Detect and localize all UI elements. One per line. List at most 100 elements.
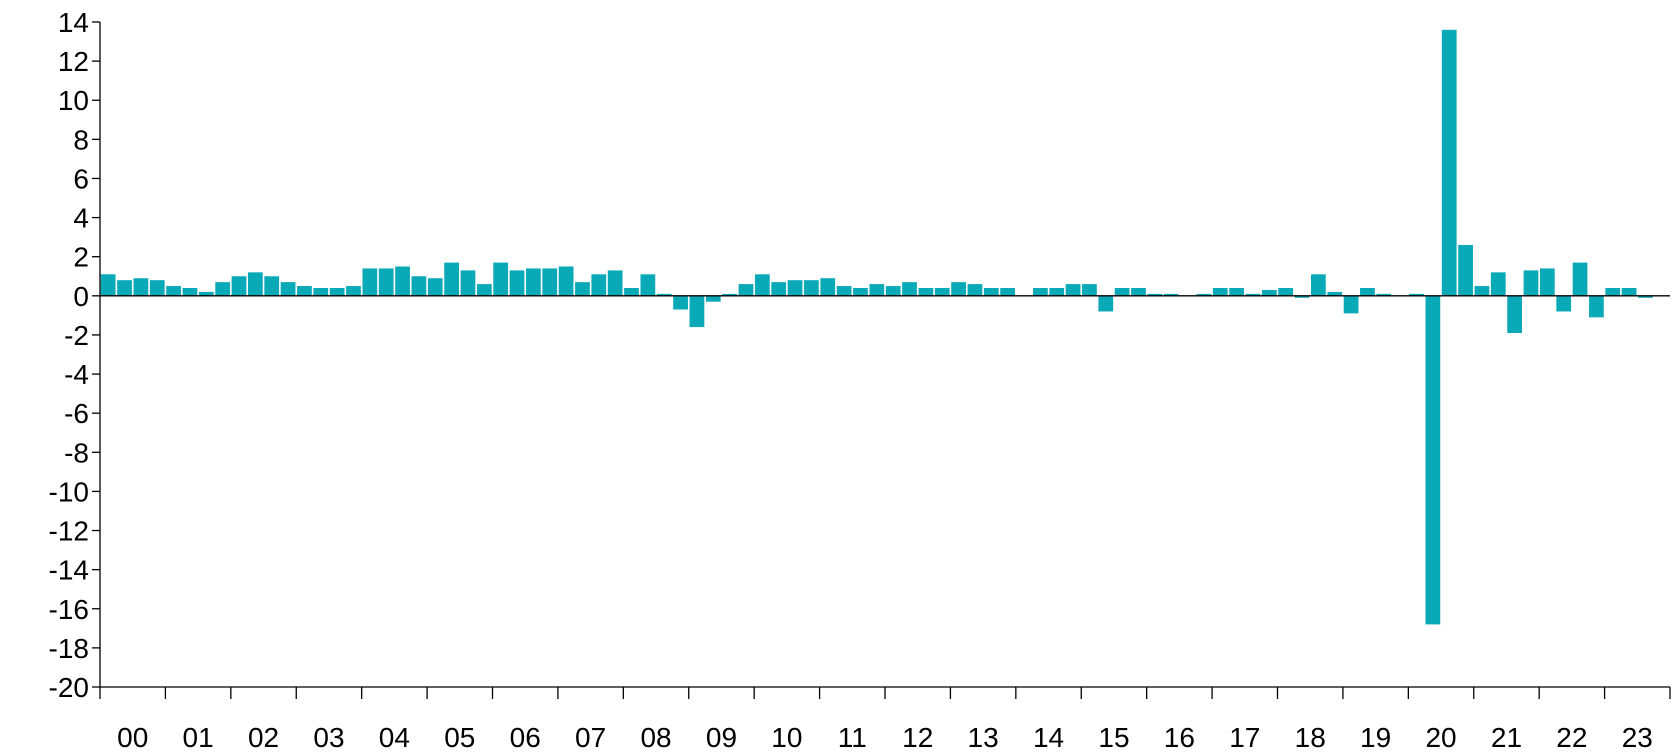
bar [1605,288,1621,296]
bar [804,280,819,296]
bar [558,266,574,296]
bar [705,295,721,302]
bar [395,266,410,296]
y-tick-label: -6 [64,398,89,429]
y-tick-label: -18 [49,633,89,664]
bar [1621,288,1637,296]
x-tick-label: 16 [1164,722,1195,752]
bar [362,268,378,296]
x-tick-label: 13 [968,722,999,752]
bar [198,291,214,296]
bar [1360,288,1375,296]
y-tick-label: 6 [73,163,89,194]
x-tick-label: 11 [838,722,867,752]
y-tick-label: -16 [49,594,89,625]
bar [1343,295,1359,314]
bar [820,278,836,296]
bar [378,268,394,296]
bar [1212,288,1228,296]
bar [280,282,296,296]
bar [1441,29,1457,296]
x-tick-label: 14 [1033,722,1064,752]
bar [411,276,427,296]
bar [1229,288,1244,296]
bar [1196,293,1212,296]
bar [1458,244,1473,296]
bar [1032,288,1048,296]
bar [575,282,590,296]
x-tick-label: 00 [117,722,148,752]
x-tick-label: 04 [379,722,410,752]
x-tick-label: 10 [771,722,802,752]
bar [1114,288,1130,296]
x-tick-label: 05 [444,722,475,752]
x-tick-label: 02 [248,722,279,752]
x-tick-label: 06 [510,722,541,752]
y-tick-label: -14 [49,555,89,586]
bar [1425,295,1441,625]
bar [1589,295,1604,318]
bar [460,270,476,296]
y-tick-label: -12 [49,516,89,547]
bar [624,288,639,296]
y-axis: 14 12 10 8 6 4 2 0 -2 -4 -6 -8 -10 -12 -14 -16 -18 -20 [49,7,101,703]
bar [951,282,966,296]
x-tick-label: 18 [1295,722,1326,752]
x-axis: 00 01 02 03 04 05 06 07 08 09 10 11 12 13 14 15 16 17 18 19… [99,295,1671,752]
bar [1376,293,1392,296]
bar [313,288,329,296]
bar [133,278,149,296]
bar [509,270,525,296]
bar [1147,293,1163,296]
bar [1556,295,1572,312]
bar [117,280,132,296]
bar [853,288,868,296]
y-tick-label: 10 [58,85,89,116]
y-tick-label: -10 [49,476,89,507]
bar [149,280,165,296]
bar [836,286,852,296]
bar [918,288,934,296]
bar [1474,286,1490,296]
x-tick-label: 20 [1425,722,1456,752]
bar [247,272,263,296]
bar [1049,288,1065,296]
bar [1409,293,1424,296]
y-tick-label: 8 [73,124,89,155]
bar [722,293,738,296]
bar [444,262,459,296]
x-tick-label: 09 [706,722,737,752]
bar [902,282,917,296]
bar [215,282,231,296]
x-tick-label: 19 [1360,722,1391,752]
bar [329,288,345,296]
y-tick-label: 12 [58,46,89,77]
bar [1539,268,1555,296]
x-tick-label: 22 [1556,722,1587,752]
bar [738,284,754,296]
y-tick-label: 2 [73,242,89,273]
bar [1490,272,1506,296]
bar [182,288,198,296]
bar [346,286,361,296]
bar [1523,270,1539,296]
bar [689,295,705,328]
x-tick-label: 08 [640,722,671,752]
bar [264,276,280,296]
bar [1294,295,1310,298]
bar [1000,288,1016,296]
bar [640,274,656,296]
bar [1638,295,1653,298]
y-tick-label: 14 [58,7,89,38]
bar [1278,288,1294,296]
y-tick-label: -2 [64,320,89,351]
bar [673,295,688,310]
bar [1327,291,1343,296]
bar [1098,295,1114,312]
bar [100,274,116,296]
y-tick-label: -8 [64,437,89,468]
bar [1311,274,1326,296]
bar [934,288,950,296]
bar [1082,284,1097,296]
bar [1245,293,1261,296]
